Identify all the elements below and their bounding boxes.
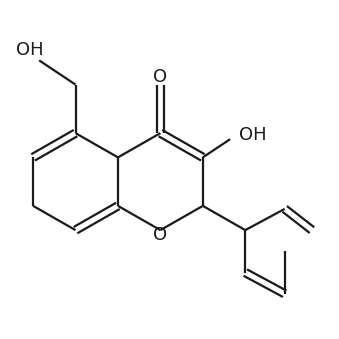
Text: O: O — [153, 226, 167, 244]
Text: O: O — [153, 68, 167, 86]
Text: OH: OH — [239, 126, 267, 144]
Text: OH: OH — [16, 41, 44, 59]
